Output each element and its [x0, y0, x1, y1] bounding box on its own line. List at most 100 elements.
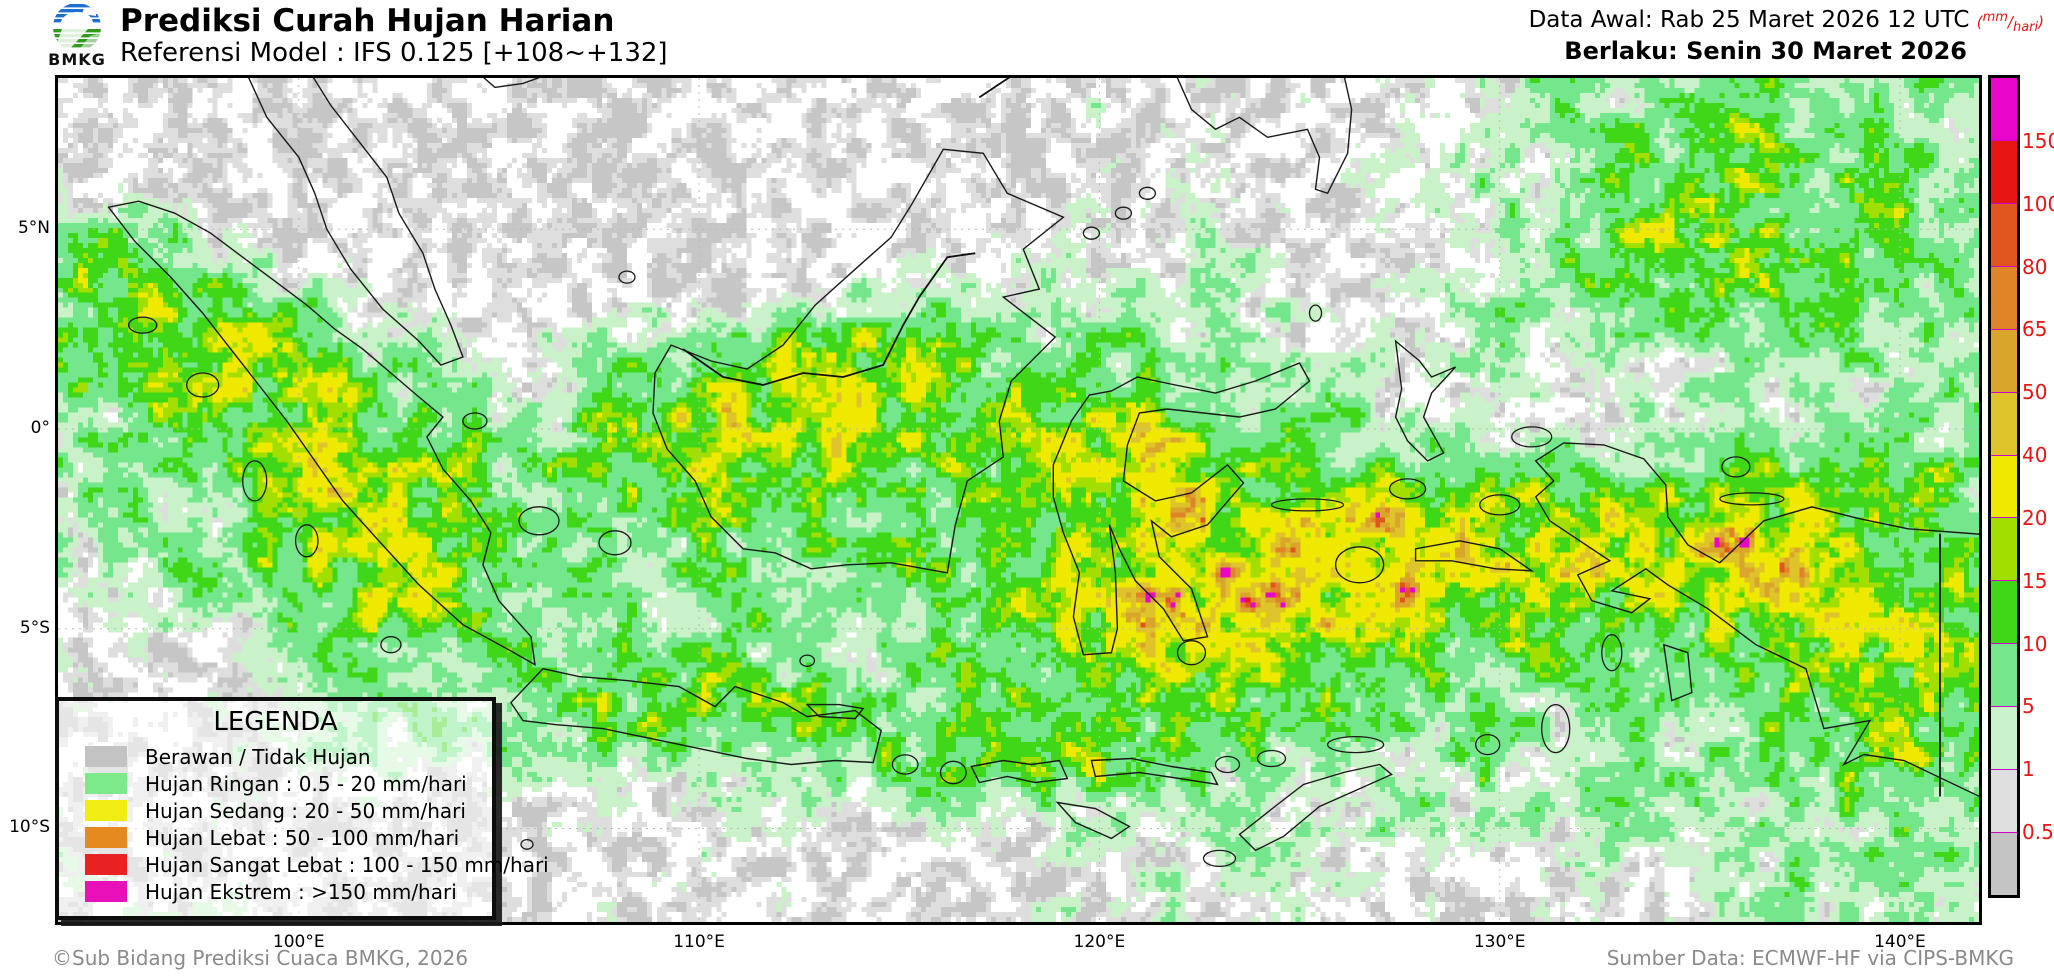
lon-tick-label: 110°E [673, 932, 725, 952]
coastline-flores [1090, 757, 1219, 786]
island-dot [1719, 492, 1785, 506]
data-source-text: Sumber Data: ECMWF-HF via CIPS-BMKG [1606, 946, 2014, 970]
legend-title: LEGENDA [213, 707, 338, 737]
legend-item-label: Berawan / Tidak Hujan [145, 744, 371, 769]
coastline-malaya [248, 78, 464, 366]
legend-swatch [85, 773, 127, 794]
colorbar-segment [1991, 580, 2017, 644]
colorbar-tick-label: 50 [2022, 380, 2048, 405]
colorbar-tick-label: 15 [2022, 568, 2048, 593]
legend-item-label: Hujan Sedang : 20 - 50 mm/hari [145, 798, 466, 823]
coastline-mindanao [1176, 78, 1353, 195]
colorbar [1988, 75, 2020, 898]
island-dot [1176, 640, 1207, 666]
island-dot [380, 636, 402, 654]
colorbar-segment [1991, 328, 2017, 392]
coastline-halmahera [1394, 339, 1457, 462]
legend-item: Hujan Sedang : 20 - 50 mm/hari [85, 797, 492, 824]
legend-swatch [85, 746, 127, 767]
colorbar-tick-label: 1 [2022, 757, 2035, 782]
colorbar-segment [1991, 454, 2017, 518]
legend-item-label: Hujan Sangat Lebat : 100 - 150 mm/hari [145, 852, 549, 877]
legend-box: LEGENDA Berawan / Tidak Hujan Hujan Ringa… [55, 697, 549, 920]
legend-item-label: Hujan Ringan : 0.5 - 20 mm/hari [145, 771, 467, 796]
island-dot [294, 524, 319, 558]
legend-item: Hujan Sangat Lebat : 100 - 150 mm/hari [85, 851, 549, 878]
coastline-sumatra [107, 200, 536, 667]
colorbar-segment [1991, 78, 2017, 140]
colorbar-segment [1991, 706, 2017, 770]
model-reference-subtitle: Referensi Model : IFS 0.125 [+108~+132] [120, 37, 668, 68]
colorbar-tick-label: 5 [2022, 694, 2035, 719]
unit-mm-per-hari: (mm/hari) [1976, 10, 2044, 35]
island-dot [462, 412, 488, 430]
border-kalBorder [682, 252, 976, 386]
colorbar-segment [1991, 769, 2017, 833]
lon-tick-label: 120°E [1073, 932, 1126, 952]
coastline-seram [1414, 540, 1535, 572]
copyright-text: ©Sub Bidang Prediksi Cuaca BMKG, 2026 [52, 946, 469, 970]
legend-item: Hujan Lebat : 50 - 100 mm/hari [85, 824, 492, 851]
island-dot [128, 316, 158, 334]
island-dot [520, 838, 534, 850]
island-dot [1511, 426, 1553, 448]
island-dot [1475, 733, 1501, 756]
coastline-vietnam [483, 78, 541, 89]
colorbar-segment [1991, 202, 2017, 266]
coastline-grid-overlay [58, 78, 1979, 922]
border-palawan [978, 78, 1011, 99]
island-dot [1214, 755, 1241, 774]
coastline-borneo [652, 148, 1065, 574]
colorbar-segment [1991, 517, 2017, 581]
colorbar-segment [1991, 832, 2017, 895]
coastline-timor [1238, 763, 1393, 852]
island-dot [1202, 849, 1237, 868]
island-dot [242, 460, 268, 502]
island-dot [618, 270, 636, 284]
coastline-sumbawa [970, 759, 1069, 784]
lon-tick-label: 140°E [1874, 932, 1926, 952]
bmkg-logo-text: BMKG [48, 50, 106, 69]
valid-time-line: Berlaku: Senin 30 Maret 2026 [1564, 37, 1967, 66]
island-dot [1308, 304, 1323, 322]
island-dot [1082, 226, 1101, 240]
legend-swatch [85, 854, 127, 875]
bmkg-logo-icon [53, 3, 101, 51]
coastline-papua [1534, 442, 1979, 797]
legend-swatch [85, 827, 127, 848]
colorbar-tick-label: 80 [2022, 254, 2048, 279]
colorbar-segment [1991, 643, 2017, 707]
colorbar-segment [1991, 391, 2017, 455]
island-dot [1326, 735, 1385, 754]
coastline-sulawesi [1052, 362, 1311, 656]
island-dot [891, 754, 919, 775]
island-dot [186, 372, 220, 398]
island-dot [1601, 634, 1623, 672]
island-dot [598, 530, 632, 556]
island-dot [1334, 546, 1385, 584]
island-dot [799, 654, 816, 667]
island-dot [1114, 206, 1133, 220]
colorbar-tick-label: 150 [2022, 128, 2054, 153]
lon-tick-label: 100°E [272, 932, 325, 952]
legend-item-label: Hujan Ekstrem : >150 mm/hari [145, 879, 457, 904]
lat-tick-label: 10°S [9, 817, 50, 838]
coastline-aru [1662, 643, 1693, 702]
colorbar-tick-label: 100 [2022, 191, 2054, 216]
island-dot [1721, 456, 1751, 478]
island-dot [1388, 478, 1427, 500]
island-dot [1479, 494, 1521, 516]
legend-swatch [85, 881, 127, 902]
coastline-java [510, 667, 882, 766]
legend-swatch [85, 800, 127, 821]
bmkg-logo: BMKG [38, 2, 116, 69]
island-dot [1270, 498, 1345, 512]
colorbar-tick-label: 40 [2022, 443, 2048, 468]
coastline-sumba [1055, 801, 1131, 840]
island-dot [1256, 749, 1287, 768]
colorbar-segment [1991, 139, 2017, 203]
colorbar-tick-label: 0.5 [2022, 820, 2054, 845]
colorbar-tick-label: 10 [2022, 631, 2048, 656]
island-dot [1541, 703, 1571, 754]
